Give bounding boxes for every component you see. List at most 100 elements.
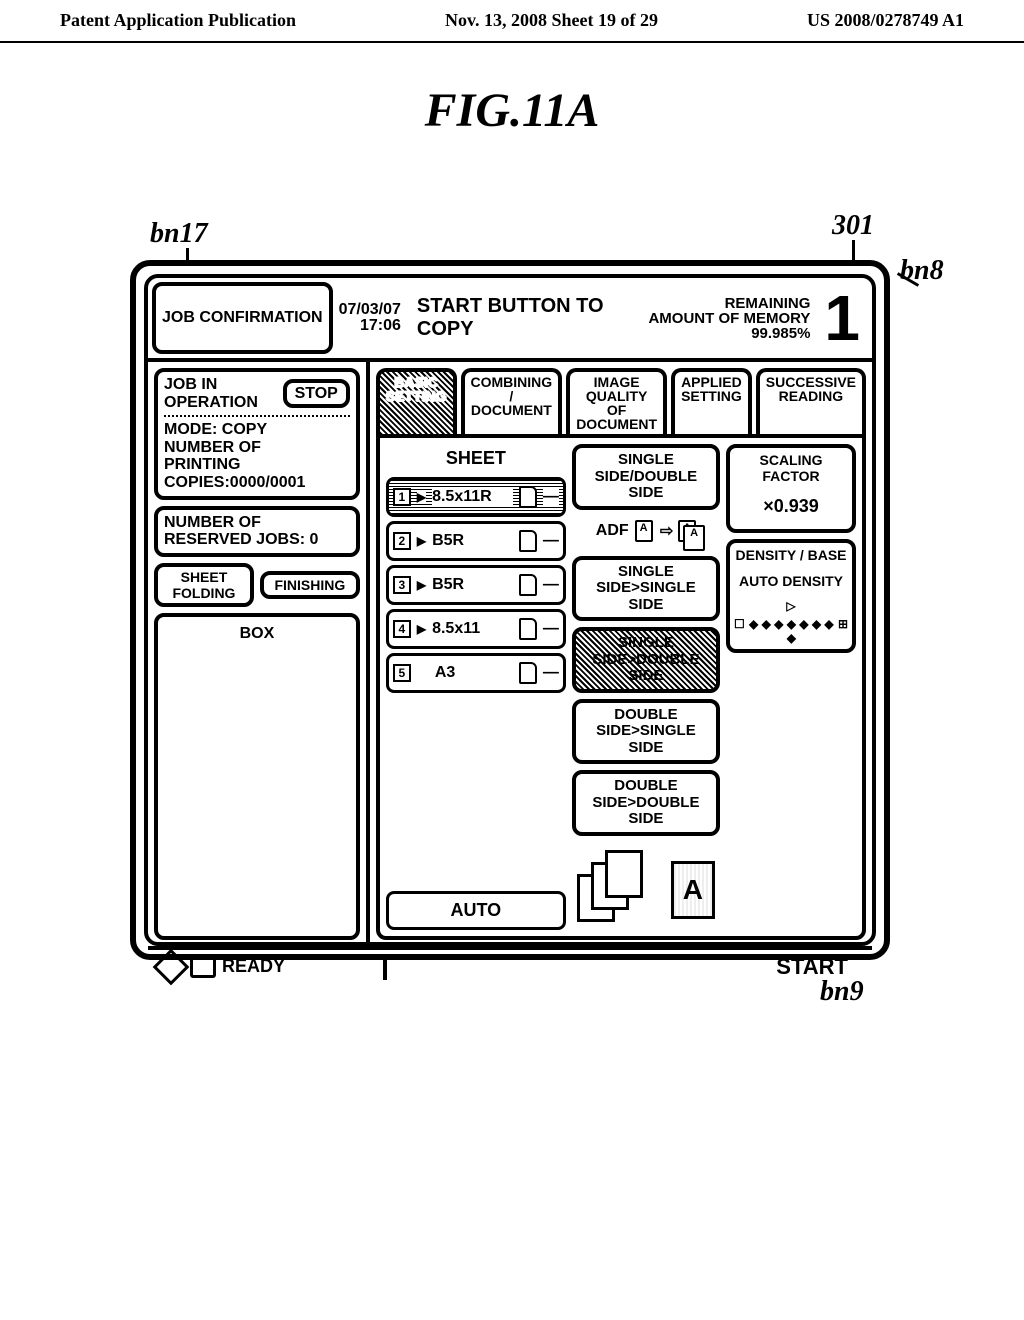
tray-4-dash: — xyxy=(543,620,559,638)
box-area: BOX xyxy=(154,613,360,940)
tray-3-label: B5R xyxy=(432,576,513,594)
adf-label: ADF xyxy=(596,522,629,540)
tray-4-num: 4 xyxy=(393,620,411,638)
footer-left: READY xyxy=(152,954,387,980)
job-in-operation-box: JOB IN OPERATION STOP MODE: COPY NUMBER … xyxy=(154,368,360,500)
scale-density-column: SCALING FACTOR ×0.939 DENSITY / BASE AUT… xyxy=(726,444,856,930)
tab-image-quality[interactable]: IMAGE QUALITY OF DOCUMENT xyxy=(566,368,667,434)
tray-2-label: B5R xyxy=(432,532,513,550)
tray-3-dash: — xyxy=(543,576,559,594)
status-icon-2 xyxy=(190,956,216,978)
adf-doc-left-icon: A xyxy=(635,520,653,542)
tray-4[interactable]: 4 ▶ 8.5x11 — xyxy=(386,609,566,649)
sheet-column: SHEET 1 ▶ 8.5x11R — 2 ▶ B5R xyxy=(386,444,566,930)
tab-content: SHEET 1 ▶ 8.5x11R — 2 ▶ B5R xyxy=(376,434,866,940)
tray-4-paper-icon xyxy=(519,618,537,640)
density-minus-icon[interactable]: ☐ xyxy=(734,617,745,645)
tray-3-paper-icon xyxy=(519,574,537,596)
tray-3-num: 3 xyxy=(393,576,411,594)
tray-1-paper-icon xyxy=(519,486,537,508)
callout-301: 301 xyxy=(832,210,874,242)
callout-bn17: bn17 xyxy=(150,218,208,250)
datetime: 07/03/07 17:06 xyxy=(333,282,407,354)
density-label: DENSITY / BASE xyxy=(734,547,848,563)
tray-3[interactable]: 3 ▶ B5R — xyxy=(386,565,566,605)
tray-1-num: 1 xyxy=(393,488,411,506)
tab-combining[interactable]: COMBINING / DOCUMENT xyxy=(461,368,563,434)
header-center: Nov. 13, 2008 Sheet 19 of 29 xyxy=(445,10,658,31)
tray-2-dash: — xyxy=(543,532,559,550)
figure-title: FIG.11A xyxy=(0,83,1024,138)
tray-5[interactable]: 5 A3 — xyxy=(386,653,566,693)
tab-bar: BASIC SETTING COMBINING / DOCUMENT IMAGE… xyxy=(376,368,866,434)
copy-count: 1 xyxy=(816,282,868,354)
mem-line2: AMOUNT OF MEMORY xyxy=(648,311,810,326)
left-column: JOB IN OPERATION STOP MODE: COPY NUMBER … xyxy=(148,362,370,946)
adf-doc-right-icon: A xyxy=(678,520,696,542)
tray-5-label: A3 xyxy=(417,664,513,682)
scaling-label: SCALING FACTOR xyxy=(734,452,848,484)
tray-5-num: 5 xyxy=(393,664,411,682)
copies-l2: PRINTING COPIES:0000/0001 xyxy=(164,456,350,491)
tray-1[interactable]: 1 ▶ 8.5x11R — xyxy=(386,477,566,517)
side-header: SINGLE SIDE/DOUBLE SIDE xyxy=(572,444,720,510)
body: JOB IN OPERATION STOP MODE: COPY NUMBER … xyxy=(148,362,872,946)
tab-applied[interactable]: APPLIED SETTING xyxy=(671,368,752,434)
inner-panel: JOB CONFIRMATION 07/03/07 17:06 START BU… xyxy=(144,274,876,946)
header-right: US 2008/0278749 A1 xyxy=(807,10,964,31)
opt-ds-ds[interactable]: DOUBLE SIDE>DOUBLE SIDE xyxy=(572,770,720,836)
job-in-operation-label: JOB IN OPERATION xyxy=(164,376,277,411)
tray-4-arrow-icon: ▶ xyxy=(417,622,426,636)
tray-2-num: 2 xyxy=(393,532,411,550)
tray-2-arrow-icon: ▶ xyxy=(417,534,426,548)
opt-ds-ss[interactable]: DOUBLE SIDE>SINGLE SIDE xyxy=(572,699,720,765)
tray-1-dash: — xyxy=(543,488,559,506)
side-column: SINGLE SIDE/DOUBLE SIDE ADF A ⇧ A SINGLE… xyxy=(572,444,720,930)
density-dots: ◆ ◆ ◆ ◆ ◆ ◆ ◆ ◆ xyxy=(745,617,838,645)
auto-density-label: AUTO DENSITY xyxy=(734,567,848,595)
tab-successive[interactable]: SUCCESSIVE READING xyxy=(756,368,866,434)
tab-basic[interactable]: BASIC SETTING xyxy=(376,368,457,434)
tray-3-arrow-icon: ▶ xyxy=(417,578,426,592)
right-column: BASIC SETTING COMBINING / DOCUMENT IMAGE… xyxy=(370,362,872,946)
footer: READY START xyxy=(148,946,872,984)
job-confirmation-button[interactable]: JOB CONFIRMATION xyxy=(152,282,333,354)
density-bar[interactable]: ☐ ◆ ◆ ◆ ◆ ◆ ◆ ◆ ◆ ⊞ xyxy=(734,617,848,645)
density-box[interactable]: DENSITY / BASE AUTO DENSITY ▷ ☐ ◆ ◆ ◆ ◆ … xyxy=(726,539,856,653)
finishing-button[interactable]: FINISHING xyxy=(260,571,360,599)
date: 07/03/07 xyxy=(339,302,401,318)
status-icon-1 xyxy=(153,948,190,985)
reserved-jobs: NUMBER OF RESERVED JOBS: 0 xyxy=(154,506,360,557)
scaling-value: ×0.939 xyxy=(734,488,848,525)
opt-ss-ss[interactable]: SINGLE SIDE>SINGLE SIDE xyxy=(572,556,720,622)
adf-arrow-icon: ⇧ xyxy=(655,524,675,537)
mode-label: MODE: COPY xyxy=(164,421,350,439)
sheet-folding-button[interactable]: SHEET FOLDING xyxy=(154,563,254,607)
tray-1-label: 8.5x11R xyxy=(432,488,513,506)
density-plus-icon[interactable]: ⊞ xyxy=(838,617,848,645)
output-stack-icon xyxy=(577,850,657,930)
header-left: Patent Application Publication xyxy=(60,10,296,31)
copier-panel: JOB CONFIRMATION 07/03/07 17:06 START BU… xyxy=(130,260,890,960)
tray-5-dash: — xyxy=(543,664,559,682)
copies-l1: NUMBER OF xyxy=(164,439,350,457)
stop-button[interactable]: STOP xyxy=(283,379,350,409)
top-row: JOB CONFIRMATION 07/03/07 17:06 START BU… xyxy=(148,278,872,362)
output-thumb-icon: A xyxy=(671,861,715,919)
mem-pct: 99.985% xyxy=(751,326,810,341)
memory-block: REMAINING AMOUNT OF MEMORY 99.985% xyxy=(642,282,816,354)
tray-1-arrow-icon: ▶ xyxy=(417,490,426,504)
scaling-box[interactable]: SCALING FACTOR ×0.939 xyxy=(726,444,856,533)
density-marker-icon: ▷ xyxy=(734,599,848,613)
page-header: Patent Application Publication Nov. 13, … xyxy=(0,0,1024,43)
start-message: START BUTTON TO COPY xyxy=(407,282,643,354)
ready-label: READY xyxy=(222,956,285,977)
tray-2[interactable]: 2 ▶ B5R — xyxy=(386,521,566,561)
adf-row: ADF A ⇧ A xyxy=(572,516,720,550)
tray-2-paper-icon xyxy=(519,530,537,552)
start-button[interactable]: START xyxy=(387,954,868,980)
callout-bn8: bn8 xyxy=(900,255,944,287)
opt-ss-ds[interactable]: SINGLE SIDE>DOUBLE SIDE xyxy=(572,627,720,693)
auto-button[interactable]: AUTO xyxy=(386,891,566,930)
sheet-header: SHEET xyxy=(386,444,566,473)
